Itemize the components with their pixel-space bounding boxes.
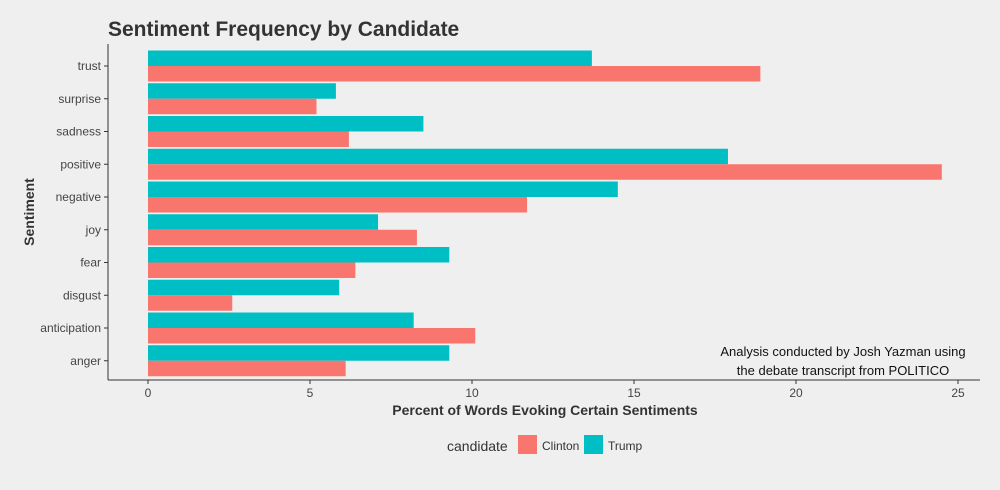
- y-axis-title: Sentiment: [21, 178, 37, 246]
- y-tick-label-joy: joy: [85, 223, 101, 237]
- bar-anticipation-clinton: [148, 328, 476, 344]
- x-tick-label-5: 5: [307, 386, 314, 400]
- y-tick-label-positive: positive: [60, 157, 101, 171]
- bar-sadness-clinton: [148, 131, 349, 147]
- x-axis-ticks: 0 5 10 15 20 25: [145, 380, 965, 400]
- y-tick-label-negative: negative: [56, 190, 102, 204]
- bar-surprise-trump: [148, 83, 336, 99]
- legend-swatch-trump: [584, 435, 603, 454]
- bar-joy-clinton: [148, 229, 417, 246]
- bar-joy-trump: [148, 214, 379, 230]
- annotation-line-2: the debate transcript from POLITICO: [737, 363, 949, 378]
- bar-positive-clinton: [148, 164, 942, 180]
- y-tick-label-surprise: surprise: [58, 92, 101, 106]
- y-tick-label-disgust: disgust: [63, 288, 102, 302]
- chart-title: Sentiment Frequency by Candidate: [108, 18, 459, 41]
- bar-negative-trump: [148, 181, 618, 197]
- bar-anger-trump: [148, 345, 450, 361]
- x-tick-label-15: 15: [627, 386, 641, 400]
- plot-area: [148, 50, 942, 377]
- y-axis-ticks: trust surprise sadness positive negative joy f…: [40, 59, 108, 368]
- bar-negative-clinton: [148, 197, 528, 213]
- x-tick-label-10: 10: [465, 386, 479, 400]
- x-axis-title: Percent of Words Evoking Certain Sentime…: [392, 402, 698, 418]
- y-tick-label-sadness: sadness: [56, 125, 101, 139]
- bar-disgust-trump: [148, 279, 340, 296]
- bar-fear-trump: [148, 247, 450, 263]
- y-tick-label-anticipation: anticipation: [40, 321, 101, 335]
- x-tick-label-25: 25: [951, 386, 965, 400]
- bar-trust-trump: [148, 50, 592, 66]
- x-tick-label-0: 0: [145, 386, 152, 400]
- bar-anticipation-trump: [148, 312, 414, 328]
- legend-swatch-clinton: [518, 435, 537, 454]
- bar-anger-clinton: [148, 360, 346, 377]
- bar-positive-trump: [148, 148, 728, 165]
- y-tick-label-trust: trust: [78, 59, 102, 73]
- legend-label-trump: Trump: [608, 439, 643, 453]
- legend-title: candidate: [447, 438, 508, 454]
- bar-trust-clinton: [148, 66, 761, 82]
- bar-surprise-clinton: [148, 98, 317, 115]
- bar-fear-clinton: [148, 262, 356, 278]
- x-tick-label-20: 20: [789, 386, 803, 400]
- legend-label-clinton: Clinton: [542, 439, 579, 453]
- y-tick-label-fear: fear: [80, 256, 101, 270]
- legend: candidate Clinton Trump: [447, 435, 643, 454]
- bar-disgust-clinton: [148, 295, 233, 311]
- bar-sadness-trump: [148, 116, 424, 132]
- y-tick-label-anger: anger: [70, 354, 101, 368]
- annotation-line-1: Analysis conducted by Josh Yazman using: [720, 344, 965, 359]
